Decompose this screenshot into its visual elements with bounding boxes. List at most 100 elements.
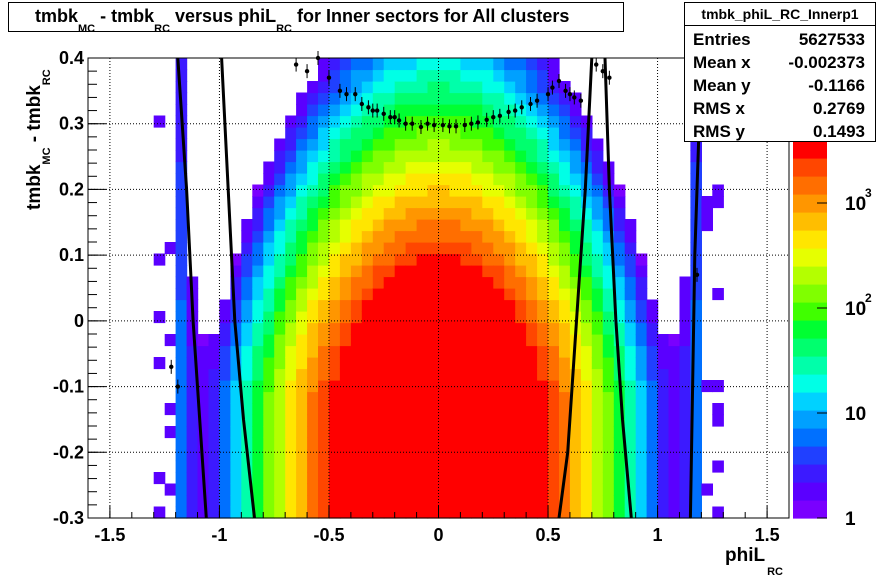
heatmap-cell xyxy=(372,184,385,197)
heatmap-cell xyxy=(252,242,264,255)
heatmap-cell xyxy=(613,265,626,278)
heatmap-cell xyxy=(383,391,396,404)
heatmap-cell xyxy=(504,299,516,312)
heatmap-cell xyxy=(449,69,462,82)
heatmap-cell xyxy=(416,138,429,151)
heatmap-cell xyxy=(515,127,527,140)
heatmap-cell xyxy=(471,127,483,140)
heatmap-cell xyxy=(252,345,264,358)
heatmap-cell xyxy=(307,265,319,278)
title-part: versus phiL xyxy=(170,6,277,26)
heatmap-cell xyxy=(230,311,242,324)
heatmap-cell xyxy=(252,437,264,450)
fit-curves xyxy=(176,57,703,519)
heatmap-cell xyxy=(274,472,286,485)
heatmap-cell xyxy=(252,207,264,220)
heatmap-cell xyxy=(252,368,264,381)
heatmap-cell xyxy=(504,506,516,519)
heatmap-cell xyxy=(624,299,637,312)
heatmap-cell xyxy=(307,391,319,404)
heatmap-cell xyxy=(394,495,407,508)
heatmap-cell xyxy=(624,414,637,427)
heatmap-cell xyxy=(482,380,494,393)
heatmap-cell xyxy=(580,380,593,393)
heatmap-cell xyxy=(471,253,483,266)
heatmap-cell xyxy=(613,311,626,324)
heatmap-cell xyxy=(569,196,582,209)
heatmap-cell xyxy=(537,380,549,393)
heatmap-cell xyxy=(591,426,604,439)
heatmap-cell xyxy=(559,437,571,450)
heatmap-cell xyxy=(285,196,297,209)
color-scale-band xyxy=(793,410,827,429)
heatmap-cell xyxy=(438,196,451,209)
color-scale-band xyxy=(793,392,827,411)
heatmap-cell xyxy=(526,403,538,416)
heatmap-cell xyxy=(460,92,472,105)
heatmap-cell xyxy=(274,345,286,358)
profile-point xyxy=(418,124,424,130)
heatmap-cell xyxy=(613,276,626,289)
heatmap-cell xyxy=(175,472,188,485)
heatmap-cell xyxy=(690,138,702,151)
heatmap-cell xyxy=(175,357,188,370)
heatmap-cell xyxy=(449,196,462,209)
heatmap-cell xyxy=(252,196,264,209)
heatmap-cell xyxy=(460,460,472,473)
heatmap-cell xyxy=(263,357,275,370)
heatmap-cell xyxy=(153,253,166,266)
heatmap-cell xyxy=(591,449,604,462)
heatmap-cell xyxy=(307,472,319,485)
profile-point xyxy=(366,105,371,110)
heatmap-cell xyxy=(339,472,352,485)
heatmap-cell xyxy=(219,437,231,450)
heatmap-cell xyxy=(526,150,538,163)
heatmap-cell xyxy=(252,299,264,312)
heatmap-cell xyxy=(329,449,341,462)
heatmap-cell xyxy=(285,242,297,255)
heatmap-cell xyxy=(548,196,560,209)
heatmap-cell xyxy=(493,506,505,519)
heatmap-cell xyxy=(449,150,462,163)
heatmap-cell xyxy=(186,368,199,381)
heatmap-cell xyxy=(515,196,527,209)
heatmap-cell xyxy=(548,173,560,186)
heatmap-cell xyxy=(372,334,385,347)
heatmap-cell xyxy=(241,253,253,266)
heatmap-cell xyxy=(350,472,363,485)
heatmap-cell xyxy=(285,299,297,312)
heatmap-cell xyxy=(274,242,286,255)
heatmap-cell xyxy=(329,391,341,404)
heatmap-cell xyxy=(460,449,472,462)
heatmap-cell xyxy=(482,242,494,255)
heatmap-cell xyxy=(416,276,429,289)
heatmap-cell xyxy=(241,322,253,335)
heatmap-cell xyxy=(438,345,451,358)
heatmap-cell xyxy=(515,253,527,266)
color-scale-band xyxy=(793,248,827,267)
heatmap-cell xyxy=(285,380,297,393)
heatmap-cell xyxy=(405,460,418,473)
heatmap-cell xyxy=(493,81,505,94)
heatmap-cell xyxy=(580,322,593,335)
heatmap-cell xyxy=(591,173,604,186)
heatmap-cell xyxy=(274,426,286,439)
heatmap-cell xyxy=(350,92,363,105)
heatmap-cell xyxy=(350,81,363,94)
heatmap-cell xyxy=(383,483,396,496)
heatmap-cell xyxy=(591,184,604,197)
heatmap-cell xyxy=(646,403,659,416)
heatmap-cell xyxy=(471,150,483,163)
heatmap-cell xyxy=(416,115,429,128)
heatmap-cell xyxy=(624,322,637,335)
heatmap-cell xyxy=(482,196,494,209)
heatmap-cell xyxy=(263,288,275,301)
heatmap-cell xyxy=(383,184,396,197)
heatmap-cell xyxy=(350,184,363,197)
heatmap-cell xyxy=(471,368,483,381)
heatmap-cell xyxy=(208,426,221,439)
heatmap-cell xyxy=(318,414,330,427)
heatmap-cell xyxy=(591,288,604,301)
profile-point xyxy=(534,98,540,103)
heatmap-cell xyxy=(405,265,418,278)
